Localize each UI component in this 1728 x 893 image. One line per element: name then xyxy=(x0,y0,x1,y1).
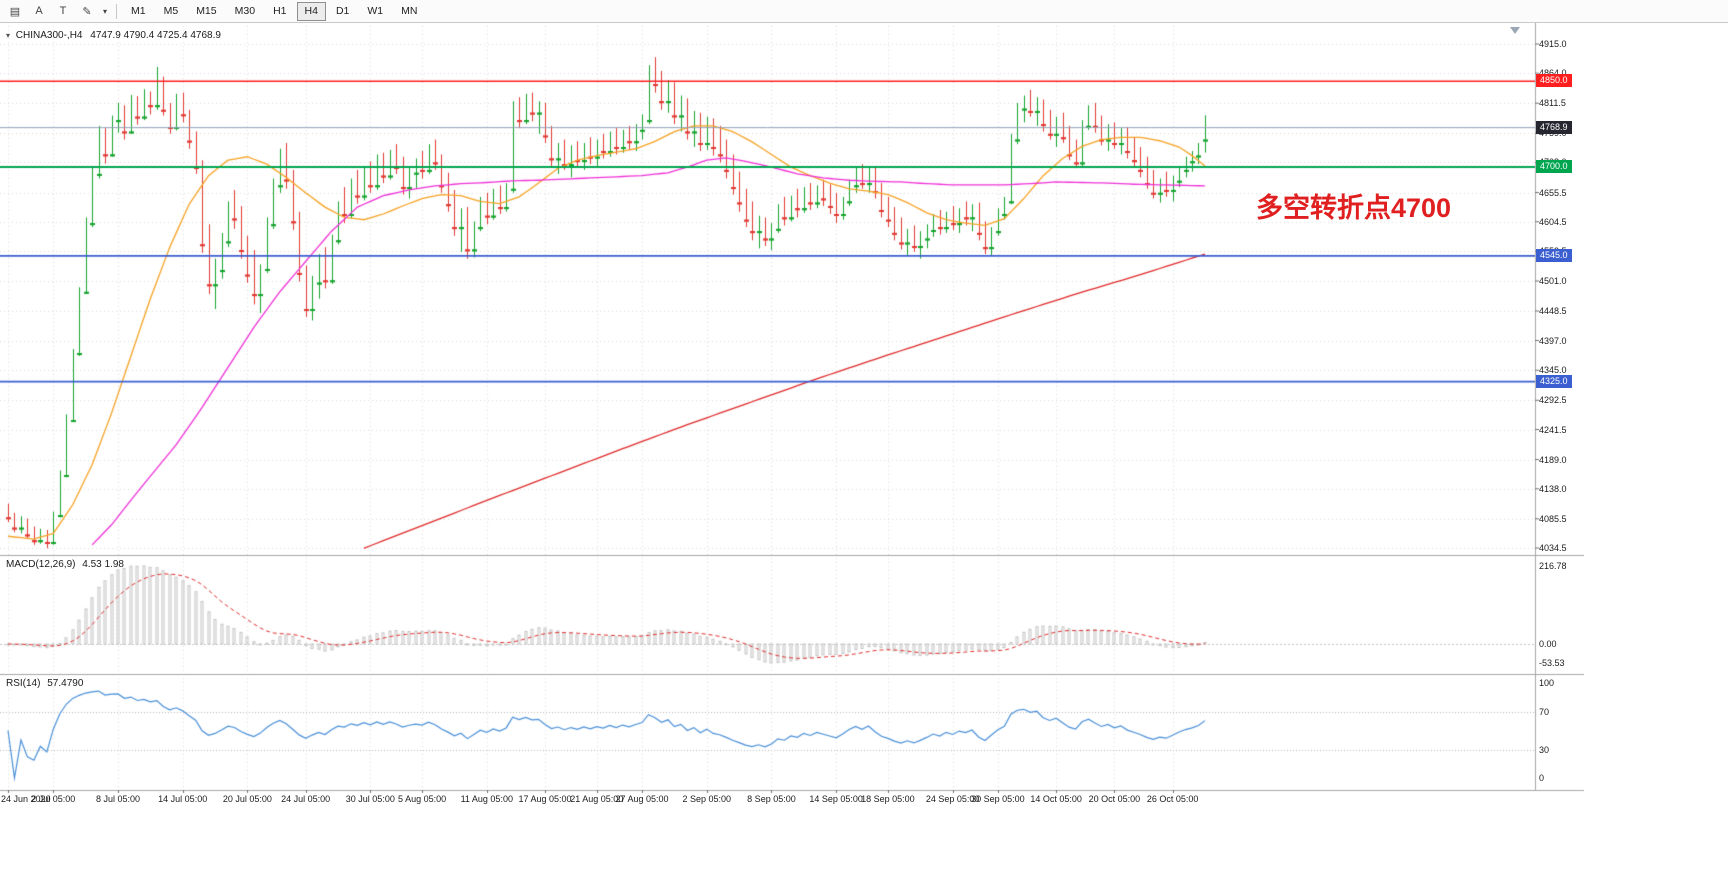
draw-tools-icon[interactable]: ✎ xyxy=(82,5,92,18)
date-tick-label: 14 Jul 05:00 xyxy=(158,794,208,804)
macd-values: 4.53 1.98 xyxy=(82,559,124,570)
price-axis-label: 4345.0 xyxy=(1539,365,1567,376)
rsi-label: RSI(14) 57.4790 xyxy=(6,678,83,689)
macd-name: MACD(12,26,9) xyxy=(6,559,76,570)
timeframe-button-m1[interactable]: M1 xyxy=(131,4,146,17)
cursor-tool-icon[interactable]: A xyxy=(35,5,43,17)
date-tick-label: 14 Oct 05:00 xyxy=(1030,794,1082,804)
price-axis-label: 4448.5 xyxy=(1539,306,1567,317)
chart-shift-marker-icon xyxy=(1510,27,1520,34)
price-line-badge: 4850.0 xyxy=(1536,74,1572,88)
timeframe-button-w1[interactable]: W1 xyxy=(367,4,384,17)
price-axis-label: 4604.5 xyxy=(1539,216,1567,227)
rsi-axis-label: 100 xyxy=(1539,678,1555,688)
rsi-axis-label: 70 xyxy=(1539,706,1550,717)
timeframe-button-h1[interactable]: H1 xyxy=(273,4,287,17)
price-axis-label: 4501.0 xyxy=(1539,275,1567,286)
price-axis-label: 4397.0 xyxy=(1539,335,1567,346)
ohlc-values: 4747.9 4790.4 4725.4 4768.9 xyxy=(90,30,221,41)
collapse-arrow-icon[interactable]: ▾ xyxy=(6,31,11,40)
date-tick-label: 30 Jul 05:00 xyxy=(345,794,395,804)
macd-axis-label: 216.78 xyxy=(1539,561,1567,571)
tool-icon-group: ▤ A T ✎ ▾ xyxy=(3,2,111,20)
date-tick-label: 24 Sep 05:00 xyxy=(925,794,980,804)
price-axis-label: 4292.5 xyxy=(1539,395,1567,406)
price-axis-label: 4655.5 xyxy=(1539,187,1567,198)
macd-axis-label: 0.00 xyxy=(1539,639,1557,649)
date-tick-label: 18 Sep 05:00 xyxy=(861,794,915,804)
date-tick-label: 17 Aug 05:00 xyxy=(518,794,572,804)
date-tick-label: 21 Aug 05:00 xyxy=(570,794,624,804)
date-tick-label: 24 Jun 2020 xyxy=(1,794,51,804)
macd-axis-label: -53.53 xyxy=(1539,658,1565,668)
date-tick-label: 5 Aug 05:00 xyxy=(398,794,447,804)
toolbar: ▤ A T ✎ ▾ M1 M5 M15 M30 H1 H4 D1 W1 MN xyxy=(0,0,1728,23)
price-axis-label: 4085.5 xyxy=(1539,513,1567,524)
toolbar-separator xyxy=(116,3,117,19)
price-axis-label: 4915.0 xyxy=(1539,39,1567,49)
timeframe-group: M1 M5 M15 M30 H1 H4 D1 W1 MN xyxy=(122,1,426,21)
timeframe-button-d1[interactable]: D1 xyxy=(335,4,350,17)
price-line-badge: 4325.0 xyxy=(1536,374,1572,388)
date-tick-label: 27 Aug 05:00 xyxy=(615,794,669,804)
rsi-name: RSI(14) xyxy=(6,678,41,689)
timeframe-button-m30[interactable]: M30 xyxy=(234,4,256,17)
rsi-axis-label: 0 xyxy=(1539,773,1545,783)
date-tick-label: 24 Jul 05:00 xyxy=(281,794,331,804)
date-tick-label: 26 Oct 05:00 xyxy=(1146,794,1199,804)
date-tick-label: 30 Sep 05:00 xyxy=(971,794,1025,804)
price-axis-label: 4138.0 xyxy=(1539,483,1567,494)
date-tick-label: 2 Jul 05:00 xyxy=(31,794,76,804)
timeframe-button-h4[interactable]: H4 xyxy=(296,1,326,21)
timeframe-button-mn[interactable]: MN xyxy=(401,4,418,17)
date-tick-label: 20 Jul 05:00 xyxy=(222,794,272,804)
price-line-badge: 4700.0 xyxy=(1536,160,1572,174)
date-tick-label: 20 Oct 05:00 xyxy=(1088,794,1141,804)
chart-annotation-text[interactable]: 多空转折点4700 xyxy=(1256,193,1452,223)
date-tick-label: 2 Sep 05:00 xyxy=(682,794,732,804)
rsi-axis-label: 30 xyxy=(1539,744,1550,755)
timeframe-button-m5[interactable]: M5 xyxy=(163,4,179,17)
date-tick-label: 8 Jul 05:00 xyxy=(95,794,141,804)
rsi-value: 57.4790 xyxy=(47,678,84,689)
date-tick-label: 14 Sep 05:00 xyxy=(809,794,863,804)
price-axis-label: 4034.5 xyxy=(1539,543,1567,553)
chevron-down-icon[interactable]: ▾ xyxy=(102,6,107,16)
text-tool-icon[interactable]: T xyxy=(59,5,67,17)
macd-label: MACD(12,26,9) 4.53 1.98 xyxy=(6,559,124,570)
chart-list-icon[interactable]: ▤ xyxy=(9,5,21,18)
date-tick-label: 11 Aug 05:00 xyxy=(460,794,513,804)
price-axis-label: 4241.5 xyxy=(1539,424,1567,435)
price-axis-label: 4189.0 xyxy=(1539,454,1567,465)
price-line-badge: 4545.0 xyxy=(1536,248,1572,262)
timeframe-button-m15[interactable]: M15 xyxy=(196,4,217,17)
current-price-badge: 4768.9 xyxy=(1536,120,1572,134)
date-tick-label: 8 Sep 05:00 xyxy=(747,794,796,804)
price-axis-label: 4811.5 xyxy=(1539,98,1566,109)
symbol-label: CHINA300-,H4 xyxy=(15,30,83,41)
price-axis-label: 4864.0 xyxy=(1539,68,1567,79)
chart-symbol-header: ▾ CHINA300-,H4 4747.9 4790.4 4725.4 4768… xyxy=(6,30,221,41)
